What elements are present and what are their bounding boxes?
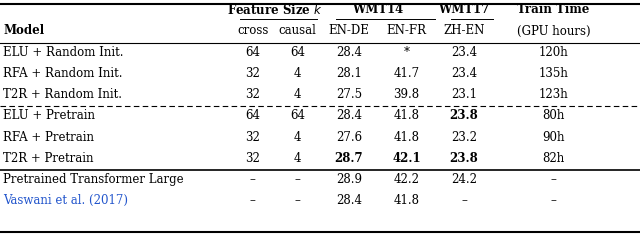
Text: 28.1: 28.1: [336, 67, 362, 80]
Text: 64: 64: [290, 109, 305, 122]
Text: RFA + Pretrain: RFA + Pretrain: [3, 131, 94, 144]
Text: cross: cross: [237, 24, 269, 38]
Text: 32: 32: [245, 152, 260, 165]
Text: 4: 4: [294, 152, 301, 165]
Text: 123h: 123h: [539, 88, 568, 101]
Text: Model: Model: [3, 24, 44, 38]
Text: 41.8: 41.8: [394, 109, 419, 122]
Text: 80h: 80h: [543, 109, 564, 122]
Text: Pretrained Transformer Large: Pretrained Transformer Large: [3, 173, 184, 186]
Text: 41.8: 41.8: [394, 194, 419, 207]
Text: 27.5: 27.5: [336, 88, 362, 101]
Text: 120h: 120h: [539, 46, 568, 59]
Text: 27.6: 27.6: [336, 131, 362, 144]
Text: 135h: 135h: [539, 67, 568, 80]
Text: 64: 64: [290, 46, 305, 59]
Text: ELU + Pretrain: ELU + Pretrain: [3, 109, 95, 122]
Text: causal: causal: [278, 24, 317, 38]
Text: 23.2: 23.2: [451, 131, 477, 144]
Text: EN-FR: EN-FR: [387, 24, 426, 38]
Text: 4: 4: [294, 131, 301, 144]
Text: –: –: [550, 173, 557, 186]
Text: ELU + Random Init.: ELU + Random Init.: [3, 46, 124, 59]
Text: *: *: [403, 46, 410, 59]
Text: EN-DE: EN-DE: [328, 24, 369, 38]
Text: 23.1: 23.1: [451, 88, 477, 101]
Text: 23.8: 23.8: [450, 109, 478, 122]
Text: –: –: [294, 194, 301, 207]
Text: 42.1: 42.1: [392, 152, 420, 165]
Text: 28.4: 28.4: [336, 46, 362, 59]
Text: RFA + Random Init.: RFA + Random Init.: [3, 67, 123, 80]
Text: 64: 64: [245, 109, 260, 122]
Text: 32: 32: [245, 131, 260, 144]
Text: 23.8: 23.8: [450, 152, 478, 165]
Text: 28.9: 28.9: [336, 173, 362, 186]
Text: 32: 32: [245, 88, 260, 101]
Text: 4: 4: [294, 88, 301, 101]
Text: –: –: [250, 194, 256, 207]
Text: Feature Size $k$: Feature Size $k$: [227, 3, 323, 17]
Text: WMT14: WMT14: [352, 3, 403, 16]
Text: T2R + Random Init.: T2R + Random Init.: [3, 88, 122, 101]
Text: T2R + Pretrain: T2R + Pretrain: [3, 152, 93, 165]
Text: WMT17: WMT17: [438, 3, 490, 16]
Text: 82h: 82h: [543, 152, 564, 165]
Text: Train Time: Train Time: [517, 3, 590, 16]
Text: 64: 64: [245, 46, 260, 59]
Text: 90h: 90h: [542, 131, 565, 144]
Text: 23.4: 23.4: [451, 46, 477, 59]
Text: –: –: [250, 173, 256, 186]
Text: 23.4: 23.4: [451, 67, 477, 80]
Text: 41.8: 41.8: [394, 131, 419, 144]
Text: 28.4: 28.4: [336, 194, 362, 207]
Text: 39.8: 39.8: [394, 88, 419, 101]
Text: ZH-EN: ZH-EN: [444, 24, 484, 38]
Text: 32: 32: [245, 67, 260, 80]
Text: 42.2: 42.2: [394, 173, 419, 186]
Text: 4: 4: [294, 67, 301, 80]
Text: 28.7: 28.7: [335, 152, 363, 165]
Text: 41.7: 41.7: [394, 67, 419, 80]
Text: –: –: [550, 194, 557, 207]
Text: Vaswani et al. (2017): Vaswani et al. (2017): [3, 194, 128, 207]
Text: 24.2: 24.2: [451, 173, 477, 186]
Text: –: –: [461, 194, 467, 207]
Text: (GPU hours): (GPU hours): [516, 24, 591, 38]
Text: –: –: [294, 173, 301, 186]
Text: 28.4: 28.4: [336, 109, 362, 122]
